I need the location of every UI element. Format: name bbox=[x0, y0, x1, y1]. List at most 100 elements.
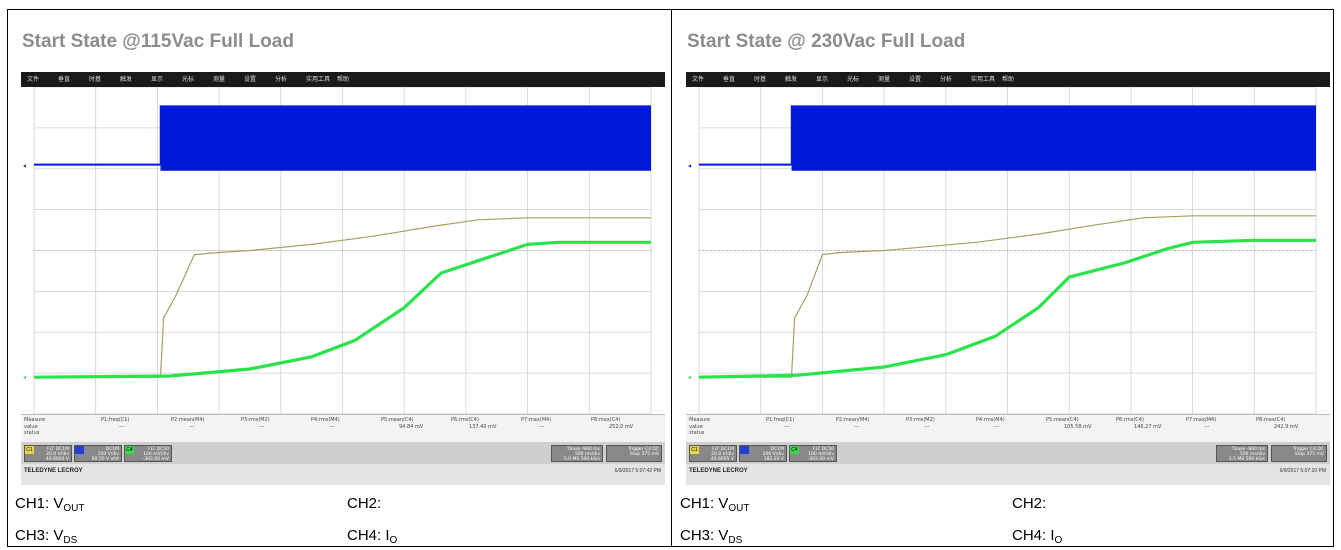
measure-param: P3:rms(M2) bbox=[241, 417, 270, 423]
vout-trace bbox=[699, 215, 1316, 378]
trigger-descriptor[interactable]: Trigger C4 DC Stop 375 mV bbox=[1271, 445, 1327, 462]
measure-value: --- bbox=[189, 424, 195, 430]
legend-ch2: CH2: bbox=[347, 495, 382, 512]
channel-settings: FLT DC1M 20.0 V/div 40.6005 V bbox=[45, 447, 69, 462]
channel-tag: C1 bbox=[690, 446, 699, 454]
menu-item[interactable]: 触发 bbox=[120, 76, 133, 83]
measure-param: P1:freq(C1) bbox=[101, 417, 130, 423]
channel-descriptor[interactable]: DC1M 100 V/div 80.50 V ofst bbox=[74, 445, 122, 462]
brand-label: TELEDYNE LECROY bbox=[689, 468, 748, 474]
timebase-descriptor[interactable]: Tbase -960 ms 500 ms/div 5.0 MS 500 kS/s bbox=[551, 445, 603, 462]
menu-item[interactable]: 测量 bbox=[878, 76, 891, 83]
scope-menu-bar: 文件 垂直 时基 触发 显示 光标 测量 设置 分析 实用工具 帮助 bbox=[686, 72, 1330, 87]
channel-descriptor[interactable]: C1 FLT DC1M 20.0 V/div 40.6005 V bbox=[689, 445, 737, 462]
measure-param: P8:max(C4) bbox=[591, 417, 621, 423]
measure-param: P6:rms(C4) bbox=[451, 417, 479, 423]
measure-value: 105.58 mV bbox=[1064, 424, 1092, 430]
vds-switching-envelope bbox=[160, 105, 652, 171]
menu-item[interactable]: 时基 bbox=[754, 76, 767, 83]
channel-marker: ◂ bbox=[688, 164, 691, 170]
measure-row-label: value bbox=[689, 424, 703, 430]
menu-item[interactable]: 帮助 bbox=[1002, 76, 1015, 83]
menu-item[interactable]: 实用工具 bbox=[306, 76, 331, 83]
measure-row-label: status bbox=[24, 430, 40, 436]
menu-item[interactable]: 实用工具 bbox=[971, 76, 996, 83]
menu-item[interactable]: 垂直 bbox=[58, 76, 71, 83]
menu-item[interactable]: 设置 bbox=[244, 76, 257, 83]
channel-tag bbox=[75, 446, 84, 454]
channel-descriptor[interactable]: C4 FLT DC50 100 mV/div -302.00 mV bbox=[789, 445, 837, 462]
menu-item[interactable]: 设置 bbox=[909, 76, 922, 83]
measure-value: 146.27 mV bbox=[1134, 424, 1162, 430]
menu-item[interactable]: 垂直 bbox=[723, 76, 736, 83]
channel-tag: C4 bbox=[125, 446, 134, 454]
channel-marker: ◂ bbox=[23, 164, 26, 170]
vout-trace bbox=[34, 217, 651, 378]
measure-param: P7:max(M4) bbox=[521, 417, 552, 423]
menu-item[interactable]: 触发 bbox=[785, 76, 798, 83]
measure-param: P1:freq(C1) bbox=[766, 417, 795, 423]
measure-param: P2:mean(M4) bbox=[171, 417, 205, 423]
measure-row-label: status bbox=[689, 430, 705, 436]
scope-footer: TELEDYNE LECROY 6/9/2017 5:07:42 PM bbox=[21, 464, 665, 485]
channel-tag bbox=[740, 446, 749, 454]
scope-plot-area: ◂ ◂ bbox=[686, 87, 1330, 414]
channel-descriptor[interactable]: C1 FLT DC1M 20.0 V/div 40.6005 V bbox=[24, 445, 72, 462]
channel-settings: DC1M 100 V/div 80.50 V ofst bbox=[91, 447, 119, 462]
menu-item[interactable]: 文件 bbox=[27, 76, 40, 83]
timebase-settings: Tbase -960 ms 500 ms/div 5.0 MS 500 kS/s bbox=[563, 447, 600, 462]
measure-value: --- bbox=[924, 424, 930, 430]
io-trace bbox=[698, 238, 1316, 379]
measure-table: Measure value status P1:freq(C1) --- P2:mean(… bbox=[686, 414, 1330, 443]
channel-descriptor[interactable]: C4 FLT DC50 100 mV/div -302.00 mV bbox=[124, 445, 172, 462]
channel-marker: ◂ bbox=[688, 375, 691, 381]
waveform-plot: ◂◂ bbox=[23, 87, 652, 414]
panel-divider bbox=[671, 9, 672, 547]
measure-header: Measure bbox=[24, 417, 46, 423]
channel-tag: C1 bbox=[25, 446, 34, 454]
scope-panel-230vac: Start State @ 230Vac Full Load 文件 垂直 时基 触发 显… bbox=[672, 9, 1335, 547]
measure-value: 94.84 mV bbox=[399, 424, 424, 430]
measure-param: P4:rms(M4) bbox=[311, 417, 340, 423]
scope-plot-area: ◂ ◂ bbox=[21, 87, 665, 414]
menu-item[interactable]: 帮助 bbox=[337, 76, 350, 83]
measure-param: P5:mean(C4) bbox=[381, 417, 414, 423]
measure-value: 252.0 mV bbox=[609, 424, 634, 430]
menu-item[interactable]: 显示 bbox=[816, 76, 829, 83]
scope-panel-115vac: Start State @115Vac Full Load 文件 垂直 时基 触发 显示… bbox=[7, 9, 670, 547]
trigger-descriptor[interactable]: Trigger C4 DC Stop 375 mV bbox=[606, 445, 662, 462]
menu-item[interactable]: 光标 bbox=[182, 76, 195, 83]
menu-item[interactable]: 时基 bbox=[89, 76, 102, 83]
menu-item[interactable]: 文件 bbox=[692, 76, 705, 83]
timestamp: 6/9/2017 5:07:42 PM bbox=[614, 468, 661, 474]
menu-item[interactable]: 测量 bbox=[213, 76, 226, 83]
menu-item[interactable]: 显示 bbox=[151, 76, 164, 83]
vds-switching-envelope bbox=[791, 105, 1316, 171]
menu-item[interactable]: 分析 bbox=[275, 76, 288, 83]
channel-descriptor-row: C1 FLT DC1M 20.0 V/div 40.6005 V DC1M 100 … bbox=[21, 442, 665, 464]
channel-descriptor-row: C1 FLT DC1M 20.0 V/div 40.6005 V DC1M 200 … bbox=[686, 442, 1330, 464]
measure-value: 242.9 mV bbox=[1274, 424, 1299, 430]
measure-value: --- bbox=[784, 424, 790, 430]
oscilloscope-screen: 文件 垂直 时基 触发 显示 光标 测量 设置 分析 实用工具 帮助 ◂ ◂ Measure value… bbox=[21, 72, 665, 485]
channel-settings: DC1M 200 V/div 182.20 V bbox=[762, 447, 784, 462]
measure-param: P2:mean(M4) bbox=[836, 417, 870, 423]
panel-title: Start State @ 230Vac Full Load bbox=[687, 31, 966, 52]
measure-row-label: value bbox=[24, 424, 38, 430]
brand-label: TELEDYNE LECROY bbox=[24, 468, 83, 474]
measure-value: --- bbox=[994, 424, 1000, 430]
measure-param: P3:rms(M2) bbox=[906, 417, 935, 423]
trigger-settings: Trigger C4 DC Stop 375 mV bbox=[1293, 447, 1324, 457]
measure-param: P7:max(M4) bbox=[1186, 417, 1217, 423]
measure-param: P6:rms(C4) bbox=[1116, 417, 1144, 423]
measure-param: P5:mean(C4) bbox=[1046, 417, 1079, 423]
channel-settings: FLT DC50 100 mV/div -302.00 mV bbox=[142, 447, 169, 462]
scope-footer: TELEDYNE LECROY 6/9/2017 5:07:10 PM bbox=[686, 464, 1330, 485]
menu-item[interactable]: 光标 bbox=[847, 76, 860, 83]
channel-descriptor[interactable]: DC1M 200 V/div 182.20 V bbox=[739, 445, 787, 462]
measure-param: P4:rms(M4) bbox=[976, 417, 1005, 423]
menu-item[interactable]: 分析 bbox=[940, 76, 953, 83]
scope-menu-bar: 文件 垂直 时基 触发 显示 光标 测量 设置 分析 实用工具 帮助 bbox=[21, 72, 665, 87]
timebase-descriptor[interactable]: Tbase -960 ms 500 ms/div 2.5 MS 500 kS/s bbox=[1216, 445, 1268, 462]
channel-settings: FLT DC50 100 mV/div -302.00 mV bbox=[807, 447, 834, 462]
